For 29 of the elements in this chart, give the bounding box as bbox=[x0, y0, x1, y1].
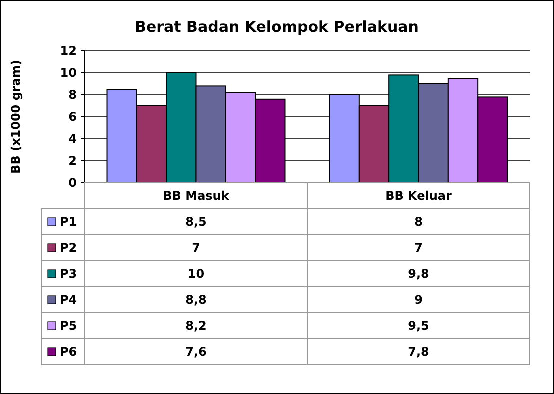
data-label: 8,2 bbox=[186, 319, 207, 334]
legend-label: P3 bbox=[60, 267, 78, 282]
y-tick-label: 8 bbox=[68, 88, 77, 102]
legend-label: P5 bbox=[60, 319, 78, 334]
y-tick-label: 2 bbox=[68, 154, 77, 168]
data-label: 8,8 bbox=[186, 293, 207, 308]
data-label: 7 bbox=[414, 241, 423, 256]
legend-label: P2 bbox=[60, 241, 78, 256]
data-label: 8 bbox=[414, 215, 423, 230]
x-tick-label: BB Masuk bbox=[163, 189, 230, 204]
y-tick-label: 6 bbox=[68, 110, 77, 124]
data-label: 9,8 bbox=[408, 267, 430, 282]
data-label: 7,6 bbox=[186, 345, 207, 360]
legend-label: P1 bbox=[60, 215, 78, 230]
chart-title: Berat Badan Kelompok Perlakuan bbox=[135, 18, 419, 36]
y-tick-label: 12 bbox=[60, 44, 77, 58]
data-label: 7,8 bbox=[408, 345, 430, 360]
data-label: 9,5 bbox=[408, 319, 430, 334]
y-tick-label: 10 bbox=[60, 66, 77, 80]
x-tick-label: BB Keluar bbox=[386, 189, 452, 204]
legend-label: P4 bbox=[60, 293, 78, 308]
y-axis-title: BB (x1000 gram) bbox=[9, 60, 23, 174]
data-label: 9 bbox=[414, 293, 423, 308]
y-tick-label: 0 bbox=[68, 176, 77, 190]
data-label: 8,5 bbox=[186, 215, 207, 230]
data-label: 10 bbox=[188, 267, 205, 282]
data-label: 7 bbox=[192, 241, 200, 256]
y-tick-label: 4 bbox=[68, 132, 77, 146]
legend-label: P6 bbox=[60, 345, 78, 360]
